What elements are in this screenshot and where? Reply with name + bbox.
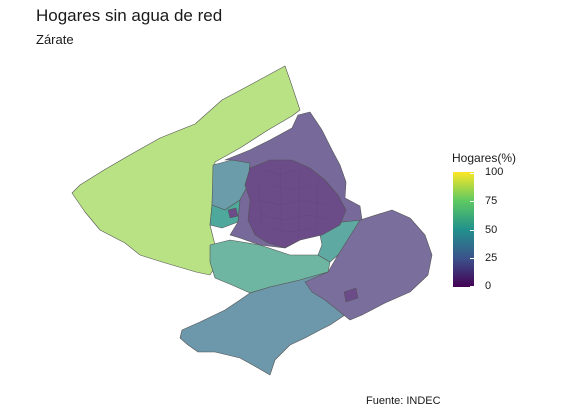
map-title: Hogares sin agua de red <box>36 6 223 25</box>
region-este <box>304 209 433 321</box>
legend-tick-label: 50 <box>485 224 498 236</box>
legend-tick-mark <box>470 230 474 231</box>
source-caption: Fuente: INDEC <box>366 395 441 407</box>
island-patch <box>343 287 359 303</box>
legend-tick-mark <box>470 201 474 202</box>
island-patch-small <box>227 207 239 219</box>
legend-tick-mark <box>470 286 474 287</box>
legend-tick-label: 25 <box>485 252 498 264</box>
legend-title: Hogares(%) <box>452 151 517 165</box>
legend-tick-label: 75 <box>485 195 498 207</box>
legend-tick-mark <box>470 258 474 259</box>
legend-tick-label: 100 <box>485 166 504 178</box>
legend-tick-label: 0 <box>485 280 492 292</box>
region-noroeste <box>71 65 301 276</box>
urban-blocks <box>257 164 331 239</box>
region-nucleo-urbano <box>244 159 347 249</box>
legend-colorbar <box>453 172 474 287</box>
map-subtitle: Zárate <box>36 32 74 47</box>
legend-tick-mark <box>470 173 474 174</box>
